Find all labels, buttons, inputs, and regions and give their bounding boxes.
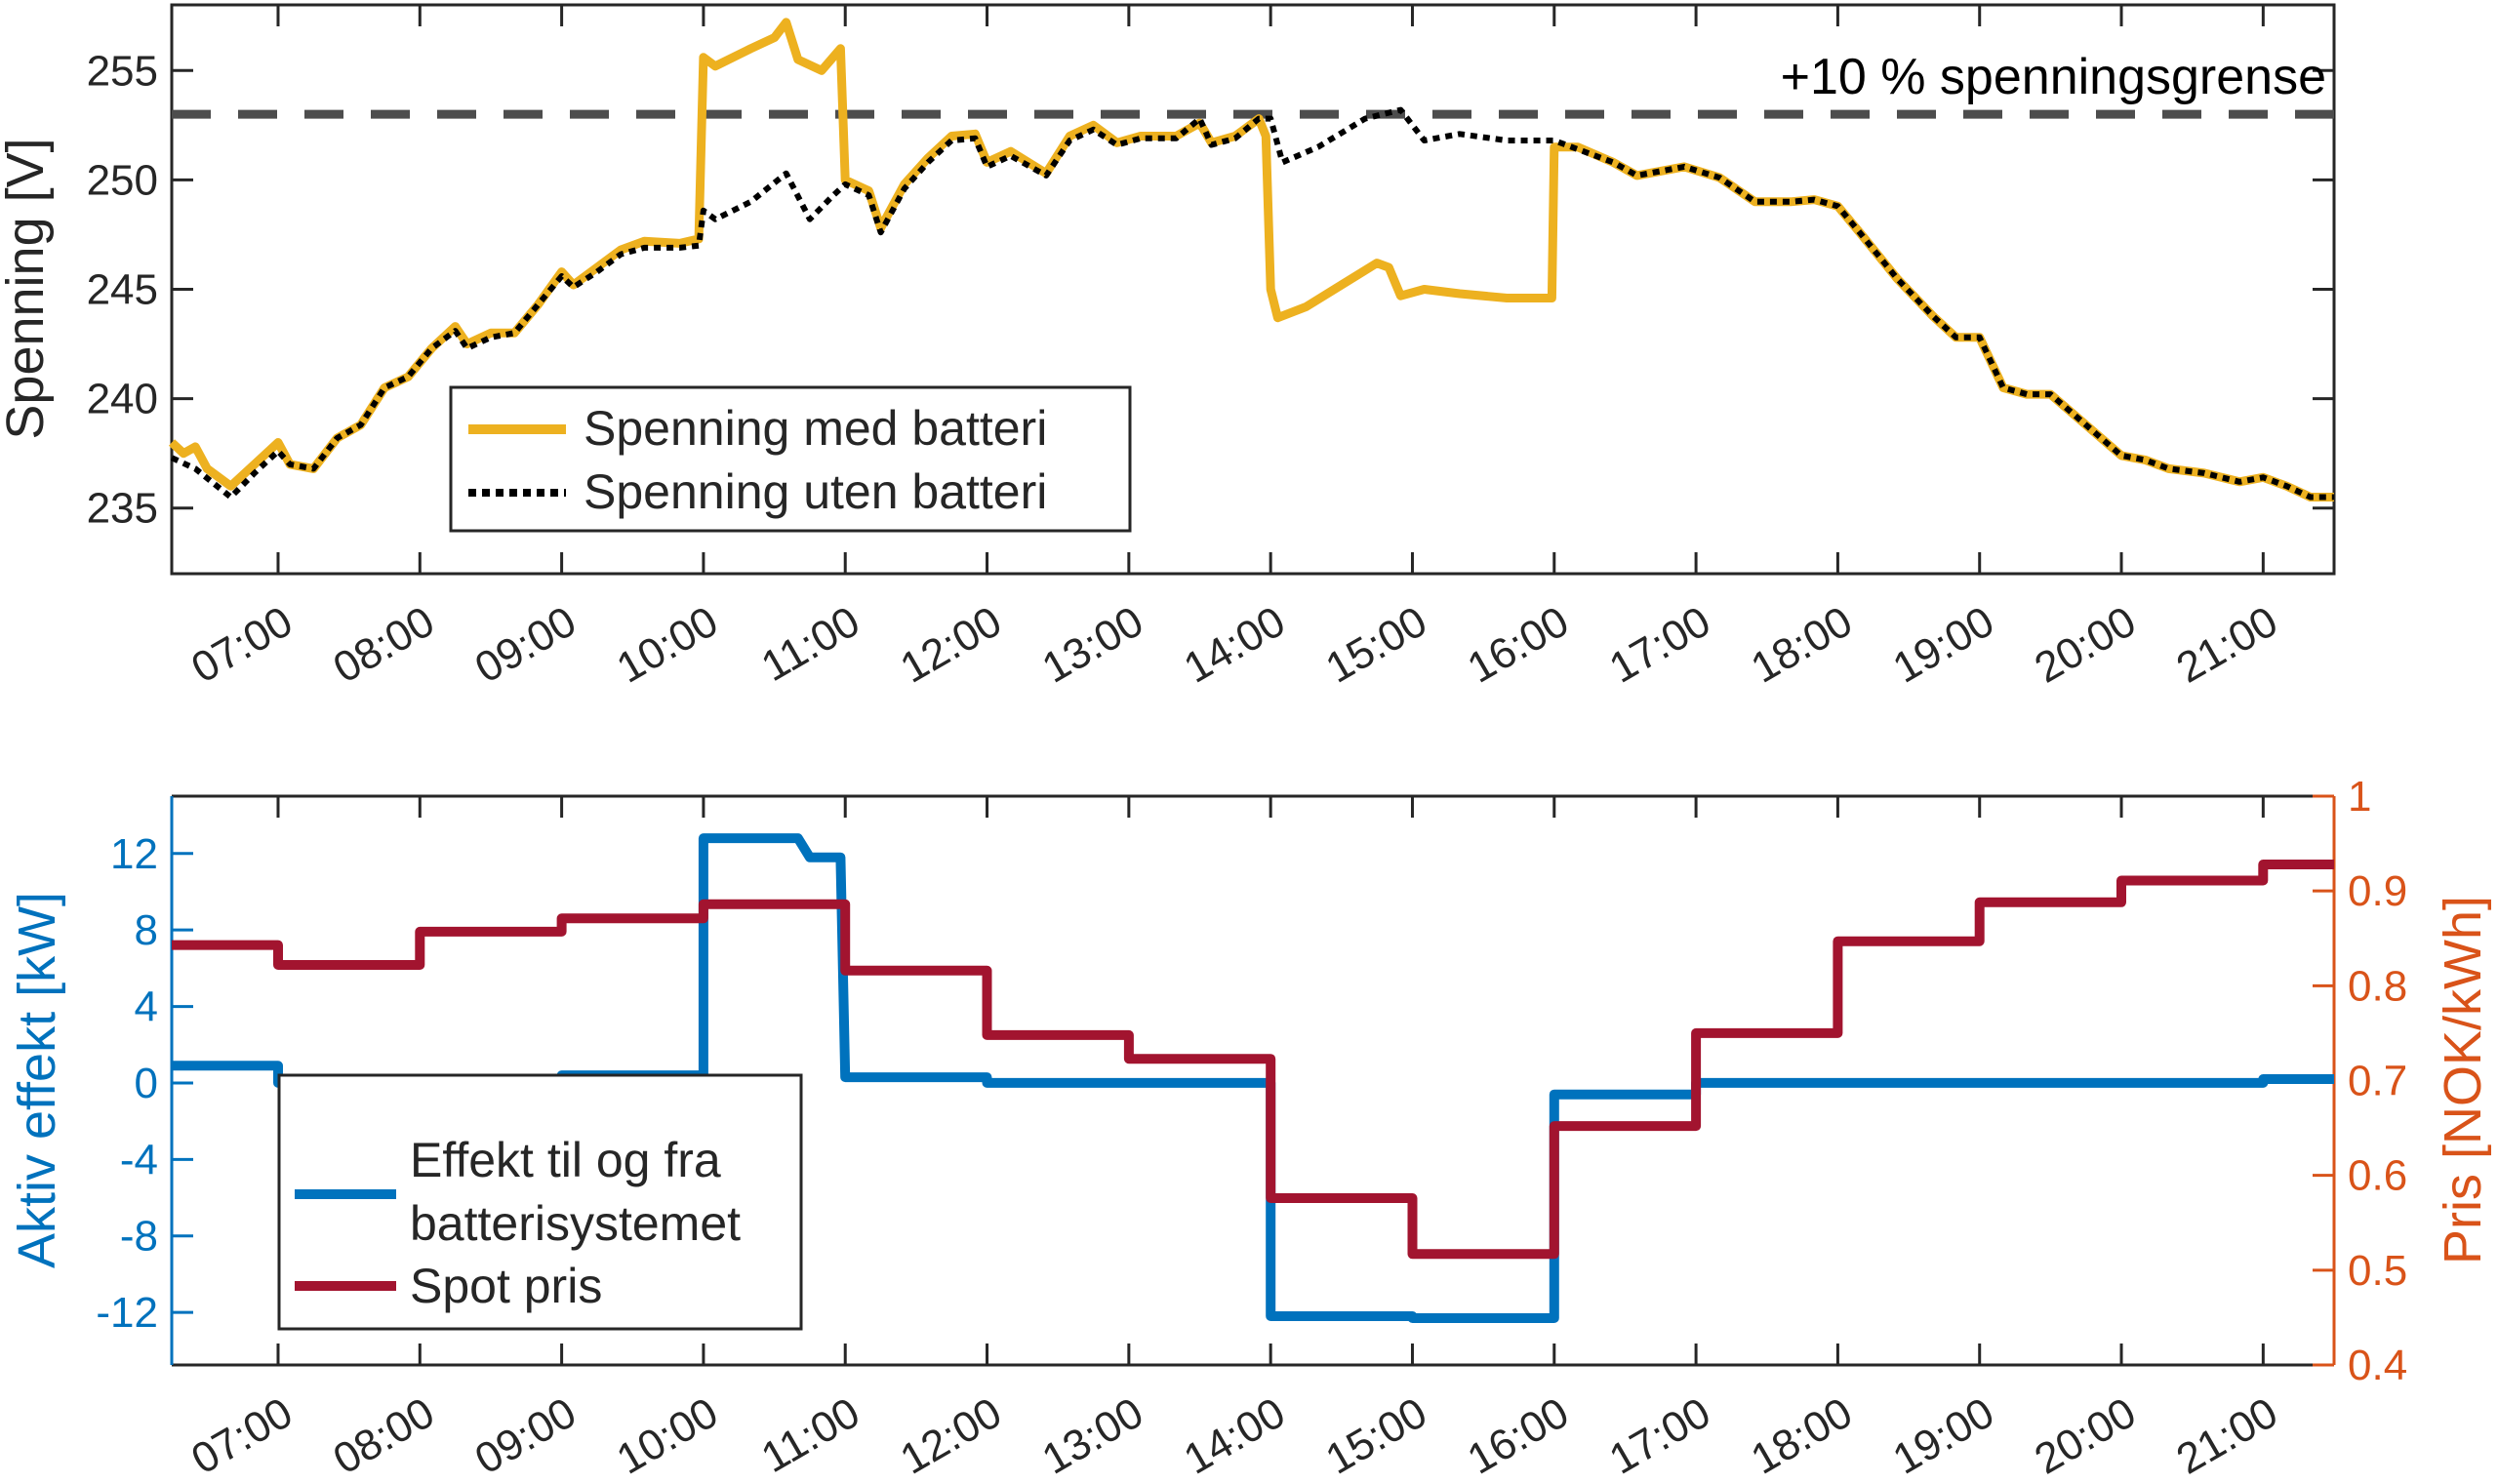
- x-tick-label: 12:00: [893, 597, 1010, 692]
- right-y-tick-label: 0.8: [2348, 962, 2407, 1010]
- legend-label-with-battery: Spenning med batteri: [584, 401, 1047, 456]
- x-tick-label: 11:00: [753, 1388, 867, 1482]
- series-line-spot-price: [172, 860, 2334, 1260]
- price-y-label: Pris [NOK/kWh]: [2434, 896, 2492, 1264]
- reference-line-label: +10 % spenningsgrense: [1781, 49, 2326, 105]
- series-line-with-battery: [168, 18, 2334, 501]
- left-y-tick-label: -12: [96, 1289, 158, 1337]
- legend-label-spot-price: Spot pris: [410, 1259, 602, 1313]
- x-tick-label: 08:00: [325, 597, 442, 692]
- right-y-tick-label: 0.5: [2348, 1247, 2407, 1295]
- x-tick-label: 16:00: [1460, 597, 1577, 692]
- y-tick-label: 245: [87, 266, 158, 314]
- x-tick-label: 09:00: [467, 597, 584, 692]
- legend-label-without-battery: Spenning uten batteri: [584, 464, 1047, 519]
- y-tick-label: 250: [87, 156, 158, 204]
- left-y-tick-label: 12: [110, 830, 158, 878]
- right-y-tick-label: 0.9: [2348, 867, 2407, 915]
- right-y-tick-label: 0.6: [2348, 1152, 2407, 1200]
- y-tick-label: 240: [87, 376, 158, 423]
- x-tick-label: 21:00: [2168, 597, 2285, 692]
- x-tick-label: 07:00: [183, 1388, 301, 1483]
- x-tick-label: 10:00: [609, 597, 726, 692]
- x-tick-label: 10:00: [609, 1388, 726, 1483]
- power-y-label: Aktiv effekt [kW]: [8, 892, 66, 1268]
- power-price-chart: -12 -8 -4 0 4 8 12 0.4 0.5 0.6 0.7 0.8 0.9 1 07:00 08:0…: [96, 773, 2407, 1484]
- x-tick-label: 08:00: [325, 1388, 442, 1483]
- x-tick-label: 20:00: [2027, 1388, 2144, 1483]
- x-tick-label: 12:00: [893, 1388, 1010, 1483]
- left-y-tick-label: -4: [120, 1136, 158, 1183]
- x-tick-label: 18:00: [1744, 1388, 1861, 1483]
- x-tick-label: 21:00: [2168, 1388, 2285, 1483]
- voltage-legend: Spenning med batteri Spenning uten batte…: [449, 385, 1132, 533]
- x-tick-label: 11:00: [753, 597, 867, 691]
- y-tick-label: 235: [87, 485, 158, 533]
- x-tick-label: 09:00: [467, 1388, 584, 1483]
- left-y-tick-label: -8: [120, 1213, 158, 1261]
- x-tick-label: 13:00: [1034, 1388, 1151, 1483]
- power-legend: Effekt til og fra batterisystemet Spot pri…: [277, 1073, 803, 1331]
- x-tick-label: 17:00: [1601, 1388, 1718, 1483]
- x-tick-label: 16:00: [1460, 1388, 1577, 1483]
- x-tick-label: 19:00: [1885, 597, 2002, 692]
- y-tick-label: 255: [87, 47, 158, 95]
- x-tick-label: 14:00: [1176, 1388, 1293, 1483]
- series-line-without-battery: [170, 106, 2334, 501]
- x-tick-label: 19:00: [1885, 1388, 2002, 1483]
- right-y-tick-label: 0.4: [2348, 1342, 2407, 1389]
- left-y-tick-label: 4: [135, 983, 158, 1031]
- legend-box: [449, 385, 1132, 533]
- legend-label-battery-power: Effekt til og fra: [410, 1133, 721, 1187]
- left-y-tick-label: 0: [135, 1060, 158, 1107]
- x-tick-label: 17:00: [1601, 597, 1718, 692]
- x-tick-label: 15:00: [1318, 597, 1435, 692]
- x-tick-label: 15:00: [1318, 1388, 1435, 1483]
- voltage-y-label: Spenning [V]: [0, 138, 55, 439]
- x-tick-label: 18:00: [1744, 597, 1861, 692]
- x-tick-label: 13:00: [1034, 597, 1151, 692]
- right-y-tick-label: 1: [2348, 773, 2371, 821]
- x-tick-label: 20:00: [2027, 597, 2144, 692]
- right-y-tick-label: 0.7: [2348, 1058, 2407, 1105]
- legend-label-battery-power-line2: batterisystemet: [410, 1196, 741, 1251]
- left-y-tick-label: 8: [135, 906, 158, 954]
- x-tick-label: 07:00: [183, 597, 301, 692]
- voltage-chart: 235 240 245 250 255 07:00 08:00 09:00 10:00 11:00…: [87, 3, 2336, 693]
- x-tick-label: 14:00: [1176, 597, 1293, 692]
